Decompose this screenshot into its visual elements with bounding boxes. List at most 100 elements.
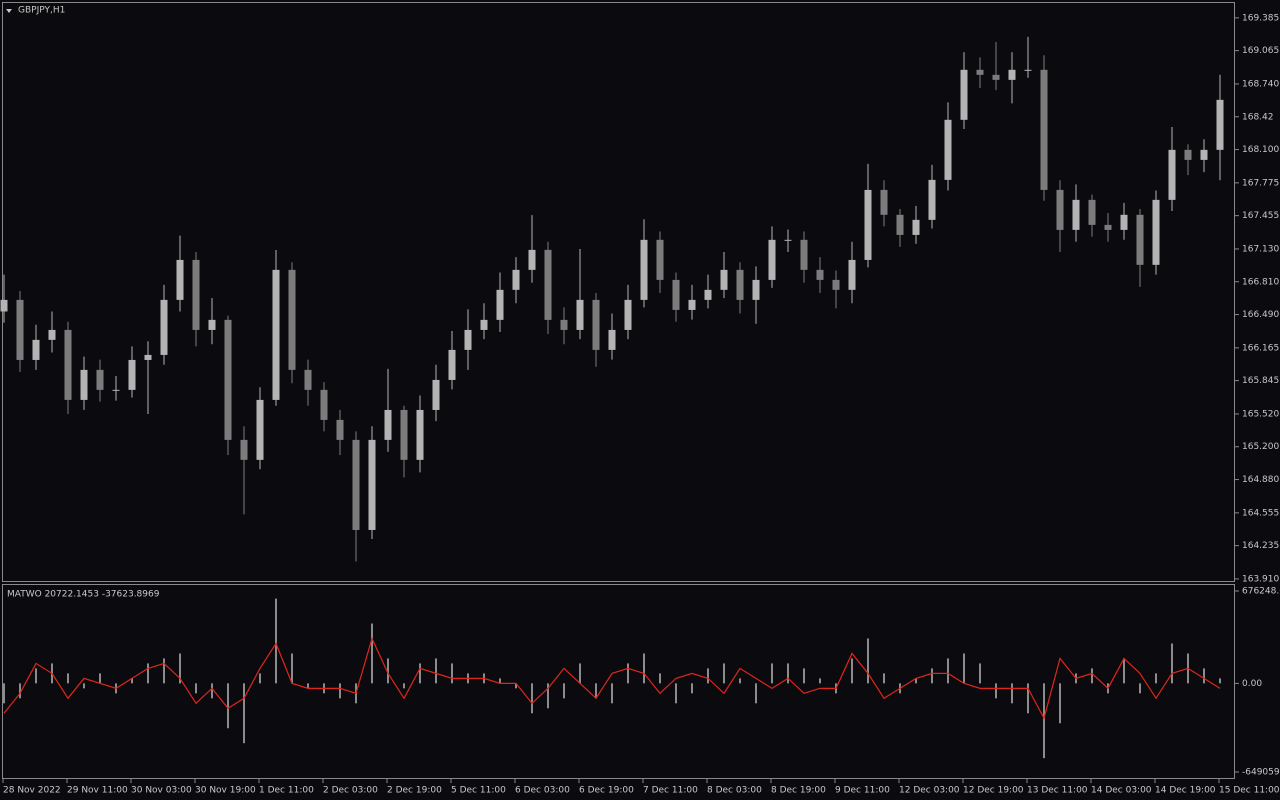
candle-body: [576, 299, 584, 330]
histogram-bar: [307, 683, 309, 689]
candle-body: [928, 179, 936, 220]
candle-body: [1072, 199, 1080, 230]
histogram-bar: [403, 683, 405, 689]
histogram-bar: [1123, 658, 1125, 684]
histogram-bar: [131, 678, 133, 684]
x-tick-label: 30 Nov 19:00: [195, 786, 256, 796]
y-tick-label: 165.520: [1242, 409, 1279, 419]
candle-body: [960, 69, 968, 120]
candle-body: [288, 269, 296, 370]
candle-body: [144, 354, 152, 360]
histogram-bar: [435, 658, 437, 684]
candle-body: [400, 409, 408, 460]
candle-body: [1040, 69, 1048, 190]
candle-body: [240, 439, 248, 460]
price-pane: [2, 2, 1235, 582]
candle-body: [160, 299, 168, 355]
y-tick-label: 676248.68: [1242, 586, 1280, 596]
candle-body: [736, 269, 744, 300]
candle-body: [1056, 189, 1064, 230]
x-tick-label: 14 Dec 19:00: [1155, 786, 1216, 796]
histogram-bar: [851, 658, 853, 684]
candle-body: [208, 319, 216, 330]
candle-body: [912, 219, 920, 235]
candle-body: [1008, 69, 1016, 80]
candle-body: [608, 329, 616, 350]
histogram-bar: [691, 683, 693, 694]
histogram-bar: [19, 683, 21, 699]
histogram-bar: [499, 678, 501, 684]
histogram-bar: [915, 678, 917, 684]
candle-body: [640, 239, 648, 300]
candle-body: [384, 409, 392, 440]
candle-body: [560, 319, 568, 330]
y-tick-label: 168.42: [1242, 112, 1274, 122]
histogram-bar: [739, 678, 741, 684]
candle-body: [448, 349, 456, 380]
histogram-bar: [83, 683, 85, 689]
histogram-bar: [1059, 683, 1061, 724]
x-tick-label: 8 Dec 03:00: [707, 786, 762, 796]
histogram-bar: [211, 683, 213, 699]
candle-body: [1104, 224, 1112, 230]
indicator-title: MATWO 20722.1453 -37623.8969: [7, 590, 160, 600]
histogram-bar: [1027, 683, 1029, 714]
histogram-bar: [755, 683, 757, 704]
x-tick-label: 7 Dec 11:00: [643, 786, 698, 796]
y-tick-label: 163.910: [1242, 574, 1279, 584]
histogram-bar: [163, 658, 165, 684]
histogram-bar: [979, 663, 981, 684]
y-tick-label: 168.100: [1242, 145, 1279, 155]
x-tick-label: 9 Dec 11:00: [835, 786, 890, 796]
histogram-bar: [147, 663, 149, 684]
y-tick-label: 164.880: [1242, 475, 1279, 485]
candle-body: [1120, 214, 1128, 230]
histogram-bar: [659, 673, 661, 684]
y-tick-label: 166.165: [1242, 343, 1279, 353]
y-tick-label: 165.845: [1242, 376, 1279, 386]
candle-body: [96, 369, 104, 390]
candle-body: [512, 269, 520, 290]
candle-body: [800, 239, 808, 270]
histogram-bar: [611, 683, 613, 704]
candle-body: [64, 329, 72, 400]
histogram-bar: [643, 653, 645, 684]
menu-triangle[interactable]: [6, 9, 12, 13]
histogram-bar: [1155, 673, 1157, 684]
histogram-bar: [531, 683, 533, 714]
candle-body: [816, 269, 824, 280]
candle-body: [432, 379, 440, 410]
histogram-bar: [371, 623, 373, 684]
candle-body: [624, 299, 632, 330]
histogram-bar: [1139, 683, 1141, 694]
y-tick-label: 0.00: [1242, 679, 1262, 689]
histogram-bar: [339, 683, 341, 699]
x-tick-label: 12 Dec 19:00: [963, 786, 1024, 796]
x-tick-label: 12 Dec 03:00: [899, 786, 960, 796]
candle-body: [304, 369, 312, 390]
candle-body: [176, 259, 184, 300]
histogram-bar: [35, 668, 37, 684]
x-tick-label: 15 Dec 11:00: [1219, 786, 1280, 796]
histogram-bar: [675, 683, 677, 704]
y-tick-label: 165.200: [1242, 442, 1279, 452]
histogram-bar: [787, 663, 789, 684]
candle-body: [32, 339, 40, 360]
histogram-bar: [579, 663, 581, 684]
histogram-bar: [883, 673, 885, 684]
candle-body: [1024, 69, 1032, 71]
y-tick-label: 167.455: [1242, 211, 1279, 221]
candle-body: [272, 269, 280, 400]
x-tick-label: 13 Dec 11:00: [1027, 786, 1088, 796]
y-tick-label: 167.130: [1242, 244, 1279, 254]
histogram-bar: [1171, 643, 1173, 684]
histogram-bar: [291, 653, 293, 684]
histogram-bar: [387, 658, 389, 684]
histogram-bar: [179, 653, 181, 684]
histogram-bar: [515, 683, 517, 689]
candle-body: [864, 189, 872, 260]
candle-body: [16, 299, 24, 360]
histogram-bar: [563, 683, 565, 699]
candle-body: [1152, 199, 1160, 265]
histogram-bar: [995, 683, 997, 699]
